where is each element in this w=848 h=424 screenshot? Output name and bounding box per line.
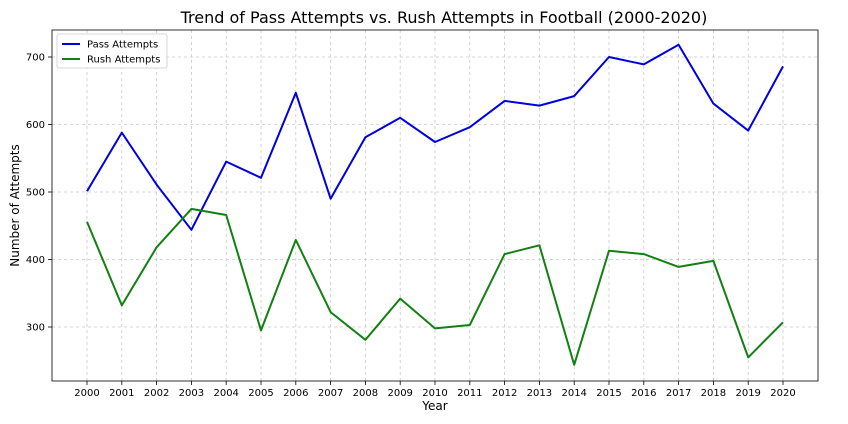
y-tick-label: 700 — [26, 53, 45, 64]
x-axis: 2000 2001 2002 2003 2004 2005 2006 2007 2008 2009… — [74, 381, 796, 399]
series-line-0 — [86, 43, 784, 231]
x-tick-label: 2001 — [109, 388, 134, 399]
x-tick-label: 2014 — [561, 388, 586, 399]
x-tick-label: 2006 — [283, 388, 308, 399]
x-tick-label: 2012 — [492, 388, 517, 399]
legend-entry: Pass Attempts — [87, 40, 158, 51]
x-tick-label: 2004 — [213, 388, 238, 399]
legend-box — [56, 33, 168, 69]
x-tick-label: 2005 — [248, 388, 273, 399]
series-line-1 — [86, 207, 784, 366]
x-tick-label: 2009 — [387, 388, 412, 399]
x-tick-label: 2003 — [179, 388, 204, 399]
y-tick-label: 400 — [26, 255, 45, 266]
x-tick-label: 2010 — [422, 388, 447, 399]
y-tick-label: 300 — [26, 323, 45, 334]
chart-title: Trend of Pass Attempts vs. Rush Attempts… — [180, 8, 708, 27]
x-tick-label: 2017 — [666, 388, 691, 399]
series-layer — [86, 43, 784, 366]
x-tick-label: 2015 — [596, 388, 621, 399]
x-tick-label: 2018 — [701, 388, 726, 399]
y-tick-label: 500 — [26, 188, 45, 199]
legend-entry: Rush Attempts — [87, 55, 160, 66]
x-tick-label: 2020 — [770, 388, 795, 399]
y-axis: 300 400 500 600 700 — [26, 53, 52, 334]
x-axis-label: Year — [421, 399, 447, 413]
x-tick-label: 2008 — [353, 388, 378, 399]
x-tick-label: 2007 — [318, 388, 343, 399]
x-tick-label: 2002 — [144, 388, 169, 399]
x-tick-label: 2016 — [631, 388, 656, 399]
grid — [52, 30, 818, 381]
x-tick-label: 2011 — [457, 388, 482, 399]
x-tick-label: 2000 — [74, 388, 99, 399]
y-tick-label: 600 — [26, 120, 45, 131]
y-axis-label: Number of Attempts — [8, 144, 22, 266]
legend: Pass Attempts Rush Attempts — [56, 33, 168, 69]
x-tick-label: 2019 — [735, 388, 760, 399]
x-tick-label: 2013 — [527, 388, 552, 399]
